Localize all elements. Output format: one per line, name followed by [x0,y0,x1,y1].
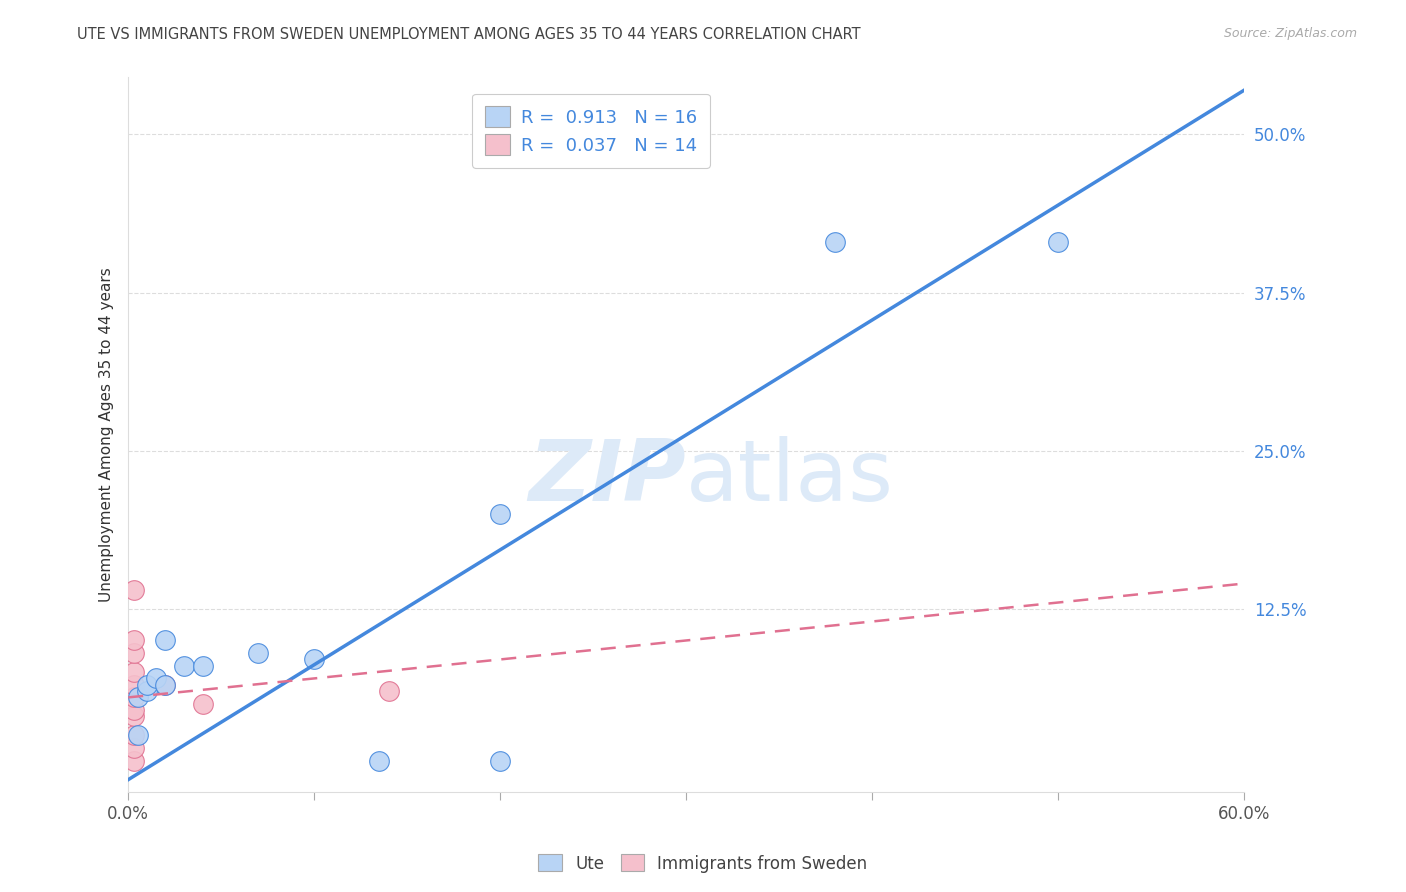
Text: UTE VS IMMIGRANTS FROM SWEDEN UNEMPLOYMENT AMONG AGES 35 TO 44 YEARS CORRELATION: UTE VS IMMIGRANTS FROM SWEDEN UNEMPLOYME… [77,27,860,42]
Legend: R =  0.913   N = 16, R =  0.037   N = 14: R = 0.913 N = 16, R = 0.037 N = 14 [472,94,710,168]
Point [122,678,145,692]
Point [489,754,512,768]
Point [368,754,391,768]
Point [155,678,177,692]
Point [122,754,145,768]
Text: ZIP: ZIP [529,436,686,519]
Point [191,697,214,711]
Point [122,582,145,597]
Y-axis label: Unemployment Among Ages 35 to 44 years: Unemployment Among Ages 35 to 44 years [100,268,114,602]
Point [135,684,157,698]
Point [1047,235,1070,249]
Point [173,658,195,673]
Point [247,646,270,660]
Point [155,633,177,648]
Text: Source: ZipAtlas.com: Source: ZipAtlas.com [1223,27,1357,40]
Point [135,678,157,692]
Point [122,690,145,705]
Text: atlas: atlas [686,436,894,519]
Point [122,646,145,660]
Point [127,690,149,705]
Legend: Ute, Immigrants from Sweden: Ute, Immigrants from Sweden [531,847,875,880]
Point [122,709,145,723]
Point [489,507,512,521]
Point [122,665,145,679]
Point [145,672,167,686]
Point [304,652,326,666]
Point [122,633,145,648]
Point [377,684,399,698]
Point [155,678,177,692]
Point [191,658,214,673]
Point [122,728,145,742]
Point [127,728,149,742]
Point [122,703,145,717]
Point [122,741,145,756]
Point [824,235,846,249]
